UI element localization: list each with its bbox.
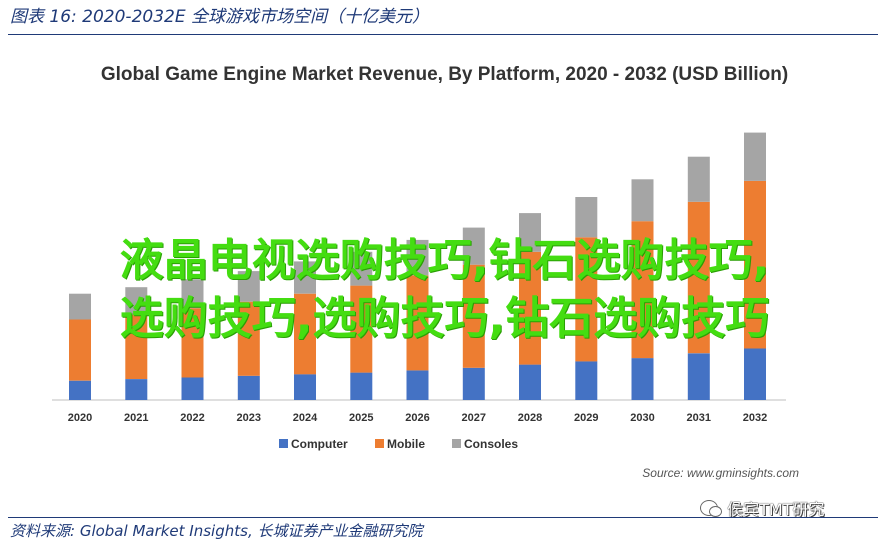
watermark-text: 侯宾TMT研究 bbox=[727, 500, 825, 519]
bar-mobile-2023 bbox=[237, 301, 260, 376]
bar-mobile-2031 bbox=[687, 201, 710, 354]
bar-computer-2024 bbox=[294, 374, 316, 400]
bar-consoles-2027 bbox=[462, 227, 485, 265]
bar-consoles-2030 bbox=[631, 179, 654, 222]
source-note: Source: www.gminsights.com bbox=[642, 466, 799, 480]
bar-consoles-2021 bbox=[125, 287, 148, 315]
bar-consoles-2024 bbox=[294, 261, 316, 294]
footer-divider bbox=[8, 517, 878, 518]
x-tick-label: 2022 bbox=[180, 412, 204, 424]
bar-mobile-2020 bbox=[69, 319, 91, 381]
footer-source: 资料来源: Global Market Insights, 长城证券产业金融研究… bbox=[10, 522, 423, 540]
bar-computer-2021 bbox=[125, 379, 148, 400]
bar-computer-2022 bbox=[181, 377, 204, 400]
legend-label-computer: Computer bbox=[291, 437, 348, 451]
bar-computer-2030 bbox=[631, 358, 654, 400]
x-tick-label: 2031 bbox=[687, 412, 711, 424]
chart-title: Global Game Engine Market Revenue, By Pl… bbox=[100, 64, 789, 85]
bar-mobile-2030 bbox=[631, 221, 654, 359]
x-tick-labels: 2020 2021 2022 2023 2024 2025 2026 2027 2028 2029… bbox=[68, 412, 767, 424]
legend-swatch-computer bbox=[279, 439, 288, 448]
wechat-icon bbox=[700, 500, 722, 517]
bar-mobile-2025 bbox=[350, 285, 373, 373]
legend-swatch-mobile bbox=[375, 439, 384, 448]
bar-mobile-2022 bbox=[181, 308, 204, 378]
x-tick-label: 2023 bbox=[237, 412, 261, 424]
bar-mobile-2032 bbox=[744, 180, 766, 349]
bar-computer-2029 bbox=[575, 361, 598, 400]
bar-mobile-2021 bbox=[125, 314, 148, 379]
bar-computer-2027 bbox=[462, 367, 485, 400]
bar-consoles-2029 bbox=[575, 197, 598, 238]
bar-computer-2026 bbox=[406, 370, 429, 400]
bar-mobile-2028 bbox=[519, 251, 541, 365]
bar-mobile-2029 bbox=[575, 237, 598, 362]
overlay-text-line2: 选购技巧,选购技巧,钻石选购技巧 bbox=[119, 293, 770, 344]
bar-consoles-2032 bbox=[744, 132, 766, 181]
bar-consoles-2026 bbox=[406, 239, 429, 276]
legend-swatch-consoles bbox=[452, 439, 461, 448]
bar-consoles-2028 bbox=[519, 213, 541, 252]
x-tick-label: 2021 bbox=[124, 412, 148, 424]
bar-consoles-2025 bbox=[350, 251, 373, 286]
bar-computer-2020 bbox=[69, 380, 91, 400]
legend-label-consoles: Consoles bbox=[464, 437, 518, 451]
bar-computer-2025 bbox=[350, 372, 373, 400]
caption-divider bbox=[8, 34, 878, 35]
x-tick-label: 2025 bbox=[349, 412, 373, 424]
bar-consoles-2031 bbox=[687, 156, 710, 202]
bar-consoles-2020 bbox=[69, 293, 91, 320]
bar-mobile-2027 bbox=[462, 264, 485, 368]
bar-computer-2032 bbox=[744, 348, 766, 400]
x-tick-label: 2029 bbox=[574, 412, 598, 424]
bar-computer-2023 bbox=[237, 375, 260, 400]
watermark: 侯宾TMT研究 bbox=[700, 496, 824, 520]
x-tick-label: 2030 bbox=[630, 412, 654, 424]
bar-consoles-2022 bbox=[181, 279, 204, 309]
overlay-text-line1: 液晶电视选购技巧,钻石选购技巧, bbox=[119, 235, 770, 286]
bar-group bbox=[69, 132, 766, 400]
legend: Computer Mobile Consoles bbox=[279, 437, 518, 451]
x-tick-label: 2026 bbox=[405, 412, 429, 424]
legend-label-mobile: Mobile bbox=[387, 437, 425, 451]
x-tick-label: 2028 bbox=[518, 412, 542, 424]
x-tick-label: 2027 bbox=[462, 412, 486, 424]
x-tick-label: 2020 bbox=[68, 412, 92, 424]
x-tick-label: 2032 bbox=[743, 412, 767, 424]
bar-computer-2028 bbox=[519, 364, 541, 400]
x-tick-label: 2024 bbox=[293, 412, 318, 424]
bar-consoles-2023 bbox=[237, 271, 260, 302]
bar-mobile-2024 bbox=[294, 293, 316, 375]
figure-caption: 图表 16: 2020-2032E 全球游戏市场空间（十亿美元） bbox=[10, 7, 429, 27]
bar-computer-2031 bbox=[687, 353, 710, 400]
bar-mobile-2026 bbox=[406, 275, 429, 371]
